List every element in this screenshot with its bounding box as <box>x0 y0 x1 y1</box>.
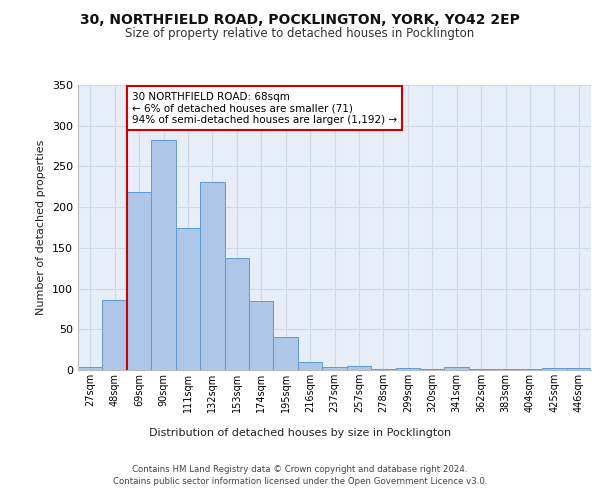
Bar <box>420 369 445 370</box>
Bar <box>200 182 224 370</box>
Bar <box>176 228 200 370</box>
Bar <box>469 369 493 370</box>
Bar <box>322 366 347 370</box>
Bar <box>127 192 151 370</box>
Bar <box>249 301 274 370</box>
Bar <box>566 368 591 370</box>
Bar <box>224 258 249 370</box>
Bar <box>518 369 542 370</box>
Bar <box>103 300 127 370</box>
Bar <box>298 362 322 370</box>
Bar <box>78 366 103 370</box>
Bar <box>274 336 298 370</box>
Bar <box>371 369 395 370</box>
Text: Contains public sector information licensed under the Open Government Licence v3: Contains public sector information licen… <box>113 478 487 486</box>
Bar <box>151 140 176 370</box>
Y-axis label: Number of detached properties: Number of detached properties <box>37 140 46 315</box>
Text: 30, NORTHFIELD ROAD, POCKLINGTON, YORK, YO42 2EP: 30, NORTHFIELD ROAD, POCKLINGTON, YORK, … <box>80 12 520 26</box>
Bar <box>347 366 371 370</box>
Bar <box>395 368 420 370</box>
Text: Distribution of detached houses by size in Pocklington: Distribution of detached houses by size … <box>149 428 451 438</box>
Text: Contains HM Land Registry data © Crown copyright and database right 2024.: Contains HM Land Registry data © Crown c… <box>132 465 468 474</box>
Text: 30 NORTHFIELD ROAD: 68sqm
← 6% of detached houses are smaller (71)
94% of semi-d: 30 NORTHFIELD ROAD: 68sqm ← 6% of detach… <box>132 92 397 124</box>
Text: Size of property relative to detached houses in Pocklington: Size of property relative to detached ho… <box>125 28 475 40</box>
Bar <box>542 368 566 370</box>
Bar <box>445 366 469 370</box>
Bar <box>493 369 518 370</box>
